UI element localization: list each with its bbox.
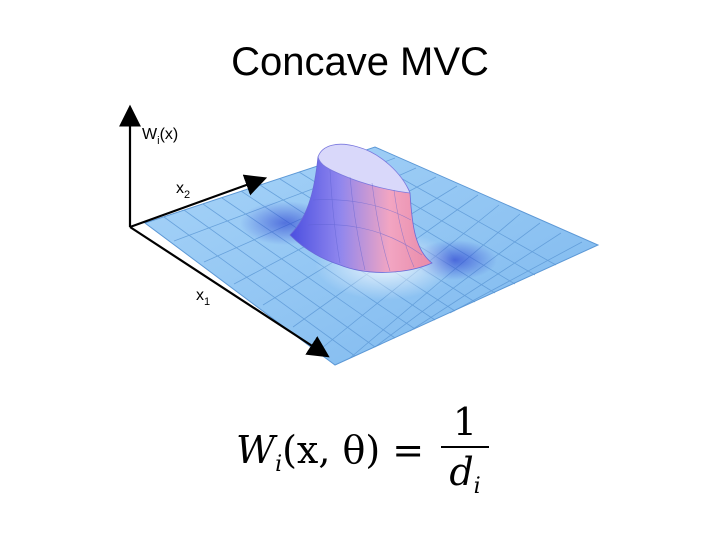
mvc-formula: Wi(x, θ) = 1 di <box>236 400 496 500</box>
surface-figure: Wi(x) x2 x1 <box>119 104 600 366</box>
slide-title: Concave MVC <box>231 40 489 84</box>
formula-denominator: di <box>449 450 481 499</box>
mvc-surface-plot: Wi(x) x2 x1 <box>110 95 610 375</box>
axis-x2 <box>129 174 268 229</box>
axis-x1 <box>129 226 330 358</box>
axis-label-x2: x2 <box>176 180 190 201</box>
axes <box>119 104 330 358</box>
formula-fraction: 1 di <box>441 400 489 501</box>
formula-lhs: Wi(x, θ) = <box>236 428 425 477</box>
axis-label-vertical: Wi(x) <box>142 126 178 147</box>
surface-peak-cap <box>317 143 411 194</box>
fraction-bar <box>441 446 489 448</box>
peak-grid <box>307 169 423 272</box>
axis-label-x1: x1 <box>196 287 210 308</box>
formula-numerator: 1 <box>452 400 478 444</box>
